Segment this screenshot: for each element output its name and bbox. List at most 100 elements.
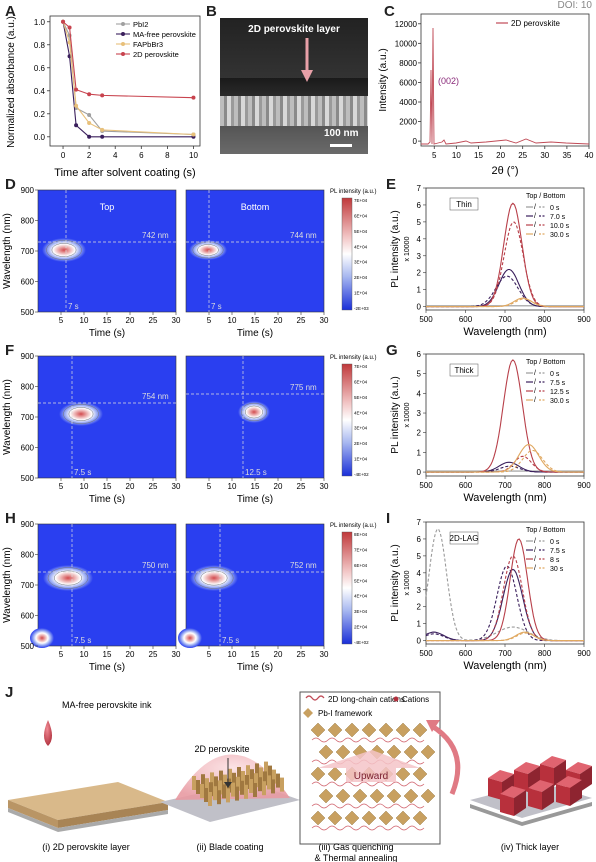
pl-legend-entry: 8 s — [550, 557, 560, 564]
heatmap-xlabel: Time (s) — [89, 494, 125, 505]
heatmap-xlabel: Time (s) — [89, 662, 125, 673]
heatmap-xlabel: Time (s) — [89, 328, 125, 339]
panel-a-series-line — [62, 21, 194, 136]
pl-sample-tag-text: Thin — [456, 200, 472, 209]
panel-a-ytick: 0.0 — [34, 133, 46, 142]
panel-label-c: C — [384, 3, 395, 20]
pl-ytick: 5 — [417, 370, 422, 379]
heatmap-xtick: 5 — [59, 650, 64, 659]
pl-legend-slash: / — [534, 222, 536, 229]
panel-a-point — [67, 25, 72, 30]
substrate-side-left — [8, 800, 58, 828]
panel-label-g: G — [386, 342, 398, 359]
heatmap-hotspot — [59, 402, 103, 426]
panel-g-pl-chart: 0 1 2 3 4 5 6 500 600 700 800 900 Wavelength (nm) PL … — [390, 350, 591, 504]
pl-xtick: 900 — [577, 649, 591, 658]
pl-xtick: 500 — [419, 315, 433, 324]
panel-c-xtick: 25 — [518, 151, 527, 160]
panel-a-legend-entry: FAPbBr3 — [133, 40, 163, 49]
panel-c-frame — [420, 13, 590, 147]
heatmap-xtick: 25 — [297, 650, 306, 659]
heatmap-title: Bottom — [241, 202, 270, 212]
colorbar-tick: 2E+04 — [354, 275, 368, 280]
pl-ytick: 6 — [417, 535, 422, 544]
pl-ytick: 4 — [417, 569, 422, 578]
pl-ytick: 2 — [417, 269, 422, 278]
pl-ytick: 1 — [417, 448, 422, 457]
panel-a-point — [74, 103, 79, 108]
colorbar-title: PL intensity (a.u.) — [330, 189, 376, 195]
panel-c-xlabel: 2θ (°) — [491, 165, 518, 177]
panel-a-point — [87, 134, 92, 139]
panel-j-caption-3a: (iii) Gas quenching — [318, 842, 393, 852]
sem-background — [220, 18, 368, 78]
substrate-top — [8, 782, 168, 820]
colorbar-tick: 3E+04 — [354, 609, 368, 614]
pl-xtick: 800 — [538, 315, 552, 324]
heatmap-ylabel: Wavelength (nm) — [2, 379, 13, 455]
heatmap-ytick: 500 — [21, 474, 35, 483]
pl-xlabel: Wavelength (nm) — [463, 326, 546, 338]
pl-ytick: 1 — [417, 286, 422, 295]
sem-top-layer — [220, 78, 368, 96]
panel-a-legend-entry: 2D perovskite — [133, 50, 179, 59]
heatmap-ytick: 800 — [21, 383, 35, 392]
panel-c-ytick: 12000 — [395, 20, 418, 29]
colorbar-tick: 4E+04 — [354, 594, 368, 599]
panel-a-series-line — [62, 21, 194, 138]
pl-xtick: 700 — [498, 315, 512, 324]
colorbar-tick: 5E+04 — [354, 578, 368, 583]
pl-ytick: 2 — [417, 603, 422, 612]
pl-xtick: 700 — [498, 649, 512, 658]
heatmap-hotspot — [43, 565, 93, 591]
heatmap-xtick: 10 — [228, 482, 237, 491]
pl-legend-entry: 10.0 s — [550, 223, 570, 230]
heatmap-xtick: 20 — [274, 482, 283, 491]
pl-legend-entry: 12.5 s — [550, 389, 570, 396]
panel-j-ink-label: MA-free perovskite ink — [62, 700, 152, 710]
pl-legend-slash: / — [534, 204, 536, 211]
panel-a-frame — [49, 15, 201, 147]
heatmap-xlabel: Time (s) — [237, 494, 273, 505]
panel-a-xtick: 2 — [87, 151, 92, 160]
heatmap-xtick: 25 — [149, 316, 158, 325]
heatmap-time-label: 7.5 s — [222, 636, 239, 645]
pl-ytick: 0 — [417, 303, 422, 312]
panel-j-dome-label: 2D perovskite — [194, 744, 249, 754]
heatmap-hotspot — [238, 401, 270, 423]
heatmap-xtick: 15 — [103, 316, 112, 325]
heatmap-ytick: 900 — [21, 186, 35, 195]
pl-unit: x 10000 — [404, 402, 411, 427]
colorbar-tick: 7E+04 — [354, 364, 368, 369]
colorbar-tick: 6E+04 — [354, 379, 368, 384]
panel-a-point — [74, 123, 79, 128]
pl-legend-title: Top / Bottom — [526, 193, 565, 200]
heatmap-ytick: 600 — [21, 444, 35, 453]
pl-legend-entry: 30.0 s — [550, 398, 570, 405]
pl-ytick: 7 — [417, 518, 422, 527]
pl-frame — [425, 353, 585, 477]
heatmap-xtick: 20 — [126, 482, 135, 491]
panel-c-ytick: 4000 — [399, 98, 417, 107]
heatmap-ytick: 500 — [21, 308, 35, 317]
pl-xlabel: Wavelength (nm) — [463, 492, 546, 504]
panel-a-xtick: 6 — [139, 151, 144, 160]
pl-legend-slash: / — [534, 565, 536, 572]
panel-c-xtick: 10 — [452, 151, 461, 160]
colorbar — [341, 197, 353, 311]
ink-droplet-icon — [44, 720, 52, 746]
pl-legend-slash: / — [534, 388, 536, 395]
colorbar-tick: 6E+04 — [354, 563, 368, 568]
pl-legend-title: Top / Bottom — [526, 527, 565, 534]
panel-c-xtick: 15 — [474, 151, 483, 160]
panel-c-xtick: 35 — [562, 151, 571, 160]
pl-sample-tag-text: 2D-LAG — [450, 534, 479, 543]
pl-legend-entry: 7.0 s — [550, 214, 566, 221]
panel-label-a: A — [5, 3, 16, 20]
heatmap-hotspot — [189, 240, 227, 260]
colorbar-title: PL intensity (a.u.) — [330, 355, 376, 361]
heatmap-wavelength-label: 775 nm — [290, 383, 317, 392]
panel-a-legend-entry: MA-free perovskite — [133, 30, 196, 39]
panel-c-xtick: 40 — [585, 151, 594, 160]
heatmap-xtick: 25 — [297, 316, 306, 325]
